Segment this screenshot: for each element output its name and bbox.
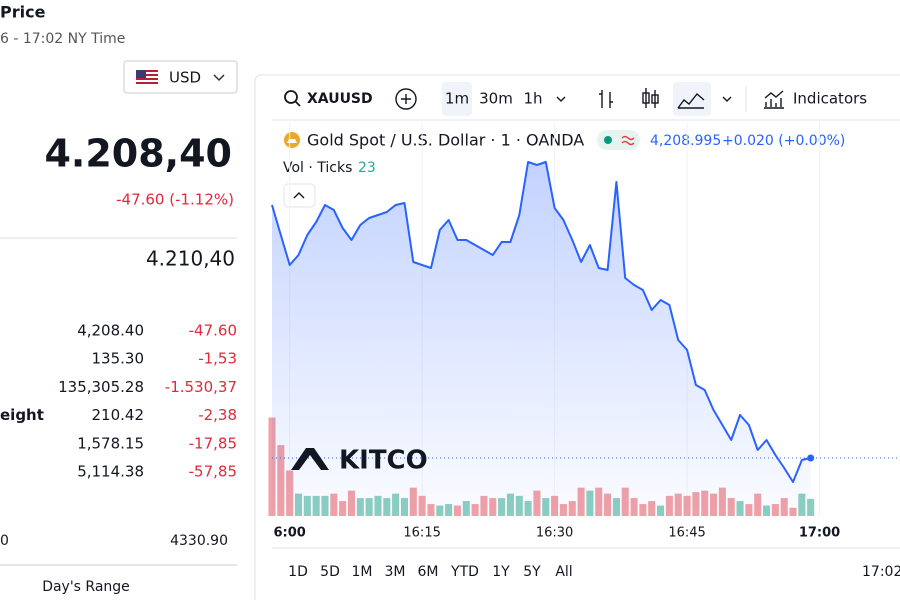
interval[interactable]: 1m <box>445 90 469 108</box>
symbol-search[interactable]: XAUUSD <box>284 90 373 107</box>
compare-button[interactable] <box>395 88 417 110</box>
range-button[interactable]: 3M <box>385 564 406 580</box>
range-button[interactable]: 1D <box>288 564 308 580</box>
price: 4.208,40 <box>44 132 232 176</box>
plot: 6:00 16:15 16:30 16:45 17:00 <box>268 122 899 541</box>
row-change: -57,85 <box>189 463 237 481</box>
x-tick-label: 16:15 <box>403 526 440 541</box>
last-price-dot <box>807 454 815 462</box>
volume-value: 23 <box>358 160 376 176</box>
subtitle: 6 - 17:02 NY Time <box>0 31 125 47</box>
table: 4,208.40 -47.60 135.30 -1,53 135,305.28 -1.53… <box>0 322 237 481</box>
x-tick-label: 16:30 <box>536 526 573 541</box>
interval-menu[interactable] <box>556 96 566 102</box>
range-button[interactable]: 1Y <box>492 564 510 580</box>
row-change: -47.60 <box>189 322 237 340</box>
interval[interactable]: 1h <box>523 90 542 108</box>
currency-select[interactable]: USD <box>123 60 238 94</box>
row-value: 1,578.15 <box>77 434 144 452</box>
row-change: -1,53 <box>198 350 237 368</box>
area-style-button[interactable] <box>677 92 705 109</box>
volume-label: Vol · Ticks <box>283 160 352 176</box>
row-value: 135,305.28 <box>58 378 144 396</box>
indicators-button[interactable]: Indicators <box>764 90 867 109</box>
status-icon <box>621 135 635 146</box>
range-button[interactable]: 5D <box>320 564 340 580</box>
indicators: Indicators <box>793 90 867 108</box>
candle-style-button[interactable] <box>642 88 659 108</box>
row-change: -1.530,37 <box>165 378 237 396</box>
market-status[interactable] <box>597 130 640 150</box>
row-change: -17,85 <box>189 434 237 452</box>
interval-highlight <box>442 82 472 116</box>
row-value: 5,114.38 <box>77 463 144 481</box>
range-button[interactable]: 6M <box>418 564 439 580</box>
range-low: 0 <box>0 533 9 549</box>
interval[interactable]: 30m <box>479 90 513 108</box>
row-value: 4,208.40 <box>77 322 144 340</box>
x-tick-label: 17:00 <box>799 526 840 541</box>
symbol: XAUUSD <box>307 91 373 107</box>
row-value: 210.42 <box>92 406 145 424</box>
price-area <box>272 162 811 516</box>
bar-style-button[interactable] <box>599 90 613 108</box>
last-change: +0.020 (+0.00%) <box>722 133 845 149</box>
row-value: 135.30 <box>92 350 145 368</box>
watermark: KITCO <box>291 446 428 476</box>
currency: USD <box>169 69 201 87</box>
range-button[interactable]: 1M <box>352 564 373 580</box>
row-label: eight <box>0 406 44 424</box>
range-button[interactable]: All <box>555 564 572 580</box>
legend-title: Gold Spot / U.S. Dollar · 1 · OANDA <box>307 131 584 150</box>
status-dot <box>604 136 612 144</box>
range-button[interactable]: YTD <box>450 564 479 580</box>
row-change: -2,38 <box>198 406 237 424</box>
last-price: 4,208.995 <box>650 133 721 149</box>
page-title: Price <box>0 3 46 22</box>
clock: 17:02 <box>862 564 900 580</box>
area-style-highlight <box>673 82 711 116</box>
bid: 4.210,40 <box>146 247 235 271</box>
price-change: -47.60 (-1.12%) <box>116 191 234 209</box>
x-tick-label: 6:00 <box>273 526 305 541</box>
range-high: 4330.90 <box>170 533 228 549</box>
price-line <box>271 161 811 483</box>
range-button[interactable]: 5Y <box>523 564 541 580</box>
watermark-text: KITCO <box>339 446 428 476</box>
range-label: Day's Range <box>42 579 130 595</box>
x-tick-label: 16:45 <box>668 526 705 541</box>
style-menu[interactable] <box>722 96 732 102</box>
collapse-button[interactable] <box>283 183 316 208</box>
